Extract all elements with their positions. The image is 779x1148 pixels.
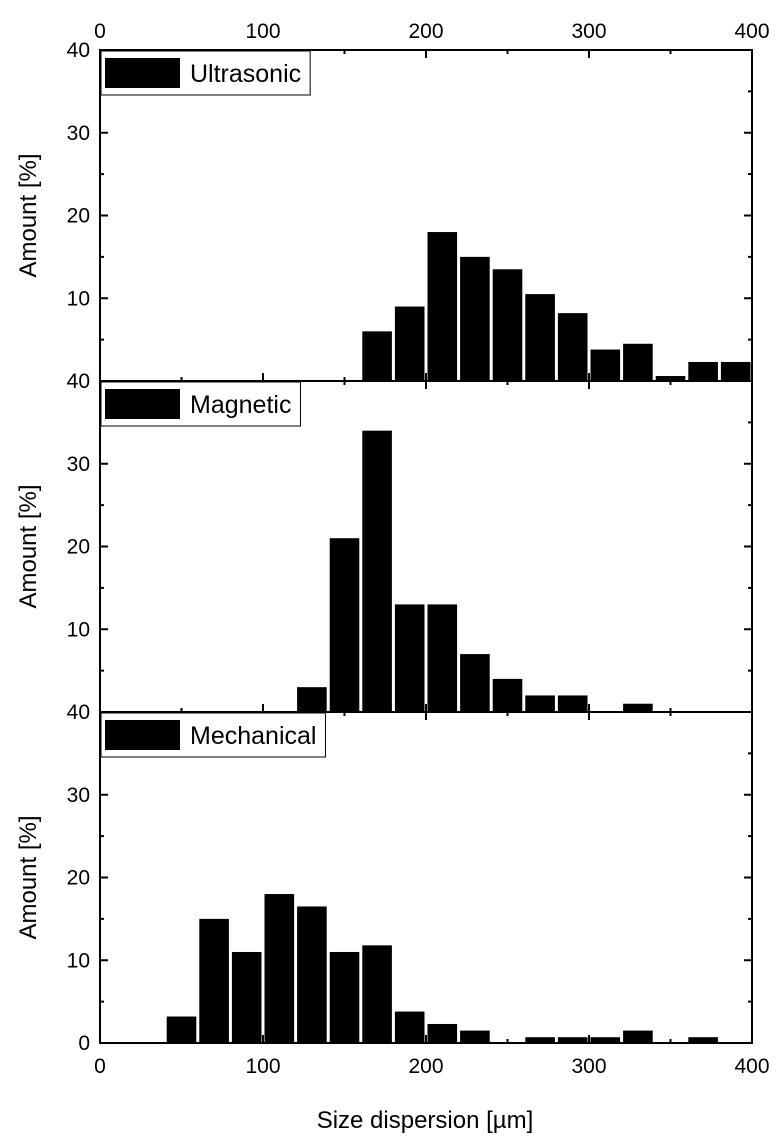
bar [623,1030,653,1043]
bar [688,361,718,381]
legend-label: Mechanical [190,722,316,750]
plot-frame [99,49,753,382]
x-tick-label: 300 [571,1055,606,1078]
y-tick-label: 10 [67,949,90,972]
bar [362,945,392,1043]
bar [590,1037,621,1043]
legend: Mechanical [100,712,326,758]
bar [623,703,653,712]
legend: Ultrasonic [100,50,311,96]
bar [720,361,751,381]
legend: Magnetic [100,381,301,427]
y-tick-label: 40 [67,370,90,393]
x-tick-label: 200 [408,1055,443,1078]
legend-label: Ultrasonic [190,60,301,88]
bar [525,294,555,381]
bar [362,430,392,712]
legend-swatch [105,720,180,750]
plot-frame [99,380,753,713]
y-tick-label: 40 [67,39,90,62]
panel-ultrasonic: 10 20 30 400 100 200 300 400 Amount [%] Ultrasoni… [15,20,770,382]
x-axis-label: Size dispersion [µm] [317,1107,534,1134]
bar [427,1023,458,1043]
y-tick-label: 40 [67,701,90,724]
bar [297,687,327,712]
bar [460,256,490,381]
x-tick-label: 100 [245,1055,280,1078]
bar [427,604,458,712]
bar [427,232,458,381]
y-tick-label: 0 [78,1032,90,1055]
legend-swatch [105,58,180,88]
y-tick-label: 10 [67,287,90,310]
bar [492,269,523,381]
y-axis-label: Amount [%] [15,153,42,277]
bar [492,678,523,712]
y-tick-label: 30 [67,122,90,145]
top-x-tick-label: 100 [245,20,280,43]
bar [199,918,229,1043]
bar [329,951,360,1043]
plot-frame [99,711,753,1044]
legend-label: Magnetic [190,391,291,419]
y-axis-label: Amount [%] [15,815,42,939]
y-axis-label: Amount [%] [15,484,42,608]
top-x-tick-label: 400 [734,20,769,43]
bar [557,1037,588,1043]
bar [590,349,621,381]
y-tick-label: 20 [67,867,90,890]
bar [231,951,262,1043]
legend-swatch [105,389,180,419]
top-x-tick-label: 0 [94,20,106,43]
y-tick-label: 20 [67,536,90,559]
bar [329,538,360,712]
x-tick-label: 400 [734,1055,769,1078]
bar [394,306,425,381]
top-x-tick-label: 300 [571,20,606,43]
bar [460,654,490,712]
bar [557,313,588,381]
bar [525,695,555,712]
bar [394,1011,425,1043]
bar [166,1016,197,1043]
top-x-tick-label: 200 [408,20,443,43]
bar [297,906,327,1043]
bar [264,894,295,1043]
bar [460,1030,490,1043]
bar [525,1037,555,1043]
bar [362,331,392,381]
bar [394,604,425,712]
y-tick-label: 20 [67,205,90,228]
bar [557,695,588,712]
y-tick-label: 30 [67,784,90,807]
bar [623,343,653,381]
x-tick-label: 0 [94,1055,106,1078]
y-tick-label: 10 [67,618,90,641]
bar [688,1037,718,1043]
y-tick-label: 30 [67,453,90,476]
panel-magnetic: 10 20 30 40 Amount [%] Magnetic [15,370,753,713]
